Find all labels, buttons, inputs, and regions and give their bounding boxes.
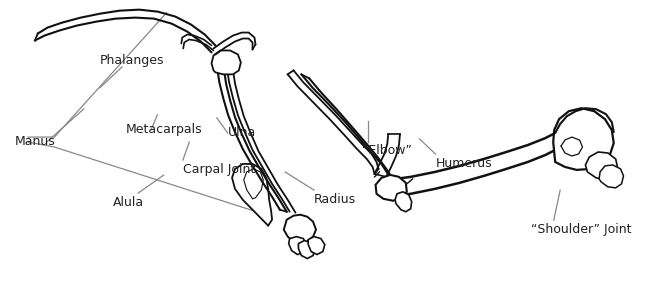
Text: Humerus: Humerus xyxy=(436,156,492,169)
Polygon shape xyxy=(289,236,307,255)
Polygon shape xyxy=(553,108,614,170)
Text: Manus: Manus xyxy=(15,136,56,149)
Text: Radius: Radius xyxy=(314,193,356,206)
Polygon shape xyxy=(212,50,241,74)
Polygon shape xyxy=(299,241,315,259)
Polygon shape xyxy=(375,175,407,201)
Polygon shape xyxy=(232,164,272,226)
Polygon shape xyxy=(309,236,325,255)
Text: Phalanges: Phalanges xyxy=(100,54,164,67)
Polygon shape xyxy=(586,152,618,180)
Text: Metacarpals: Metacarpals xyxy=(125,124,202,137)
Text: “Elbow”: “Elbow” xyxy=(362,144,412,158)
Text: Ulna: Ulna xyxy=(228,127,256,140)
Polygon shape xyxy=(217,54,235,69)
Text: Alula: Alula xyxy=(113,196,143,209)
Text: Carpal Joint: Carpal Joint xyxy=(183,162,255,175)
Polygon shape xyxy=(599,165,624,188)
Polygon shape xyxy=(395,192,412,212)
Polygon shape xyxy=(284,215,316,244)
Text: “Shoulder” Joint: “Shoulder” Joint xyxy=(531,223,632,236)
